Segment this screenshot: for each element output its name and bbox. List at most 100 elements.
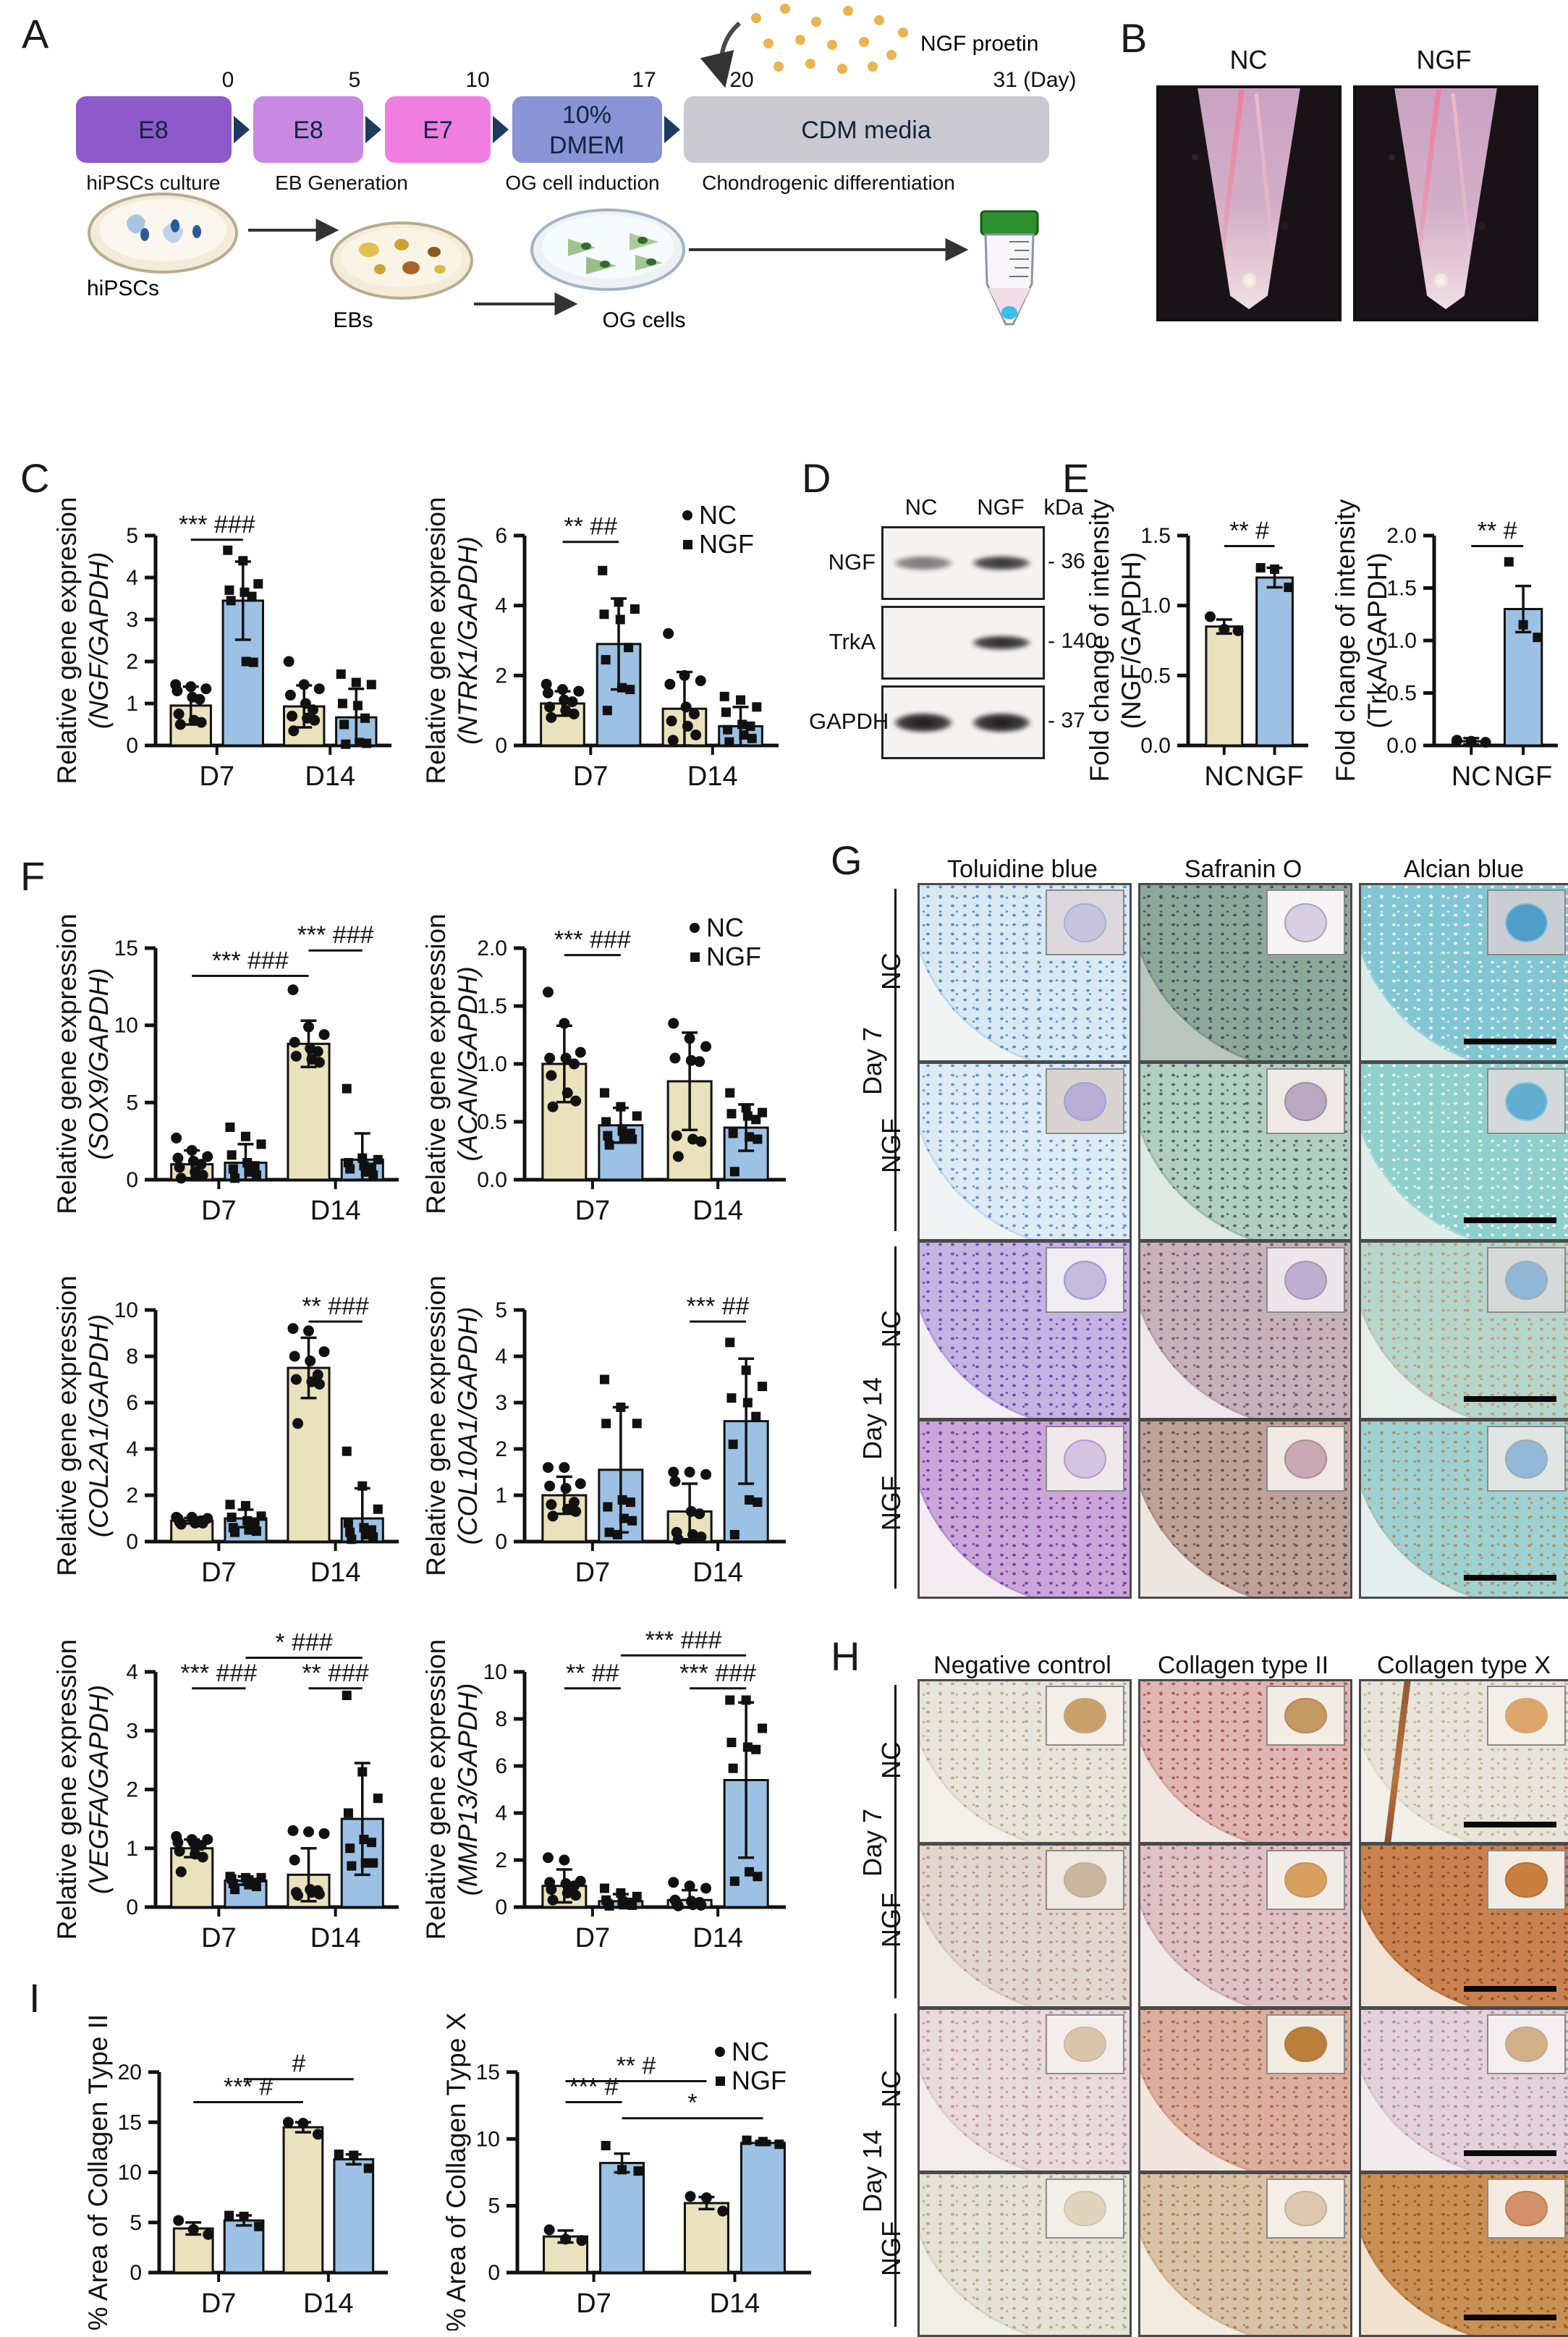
stain-image-r2-c0 [918, 2008, 1132, 2173]
stage-arrow-icon [664, 116, 680, 143]
x-category-label: D14 [710, 2289, 760, 2319]
data-point-nc [669, 1052, 681, 1064]
significance-label: # [292, 2050, 305, 2078]
data-point-ngf [247, 591, 257, 601]
data-point-ngf [357, 1481, 368, 1491]
bar-chart-svg: 0 5 10 15 20 D7 D14 *** # # % Area of Collagen Ty… [83, 2014, 388, 2330]
stage-text-e7: E7 [423, 117, 453, 144]
data-point-ngf [725, 1088, 735, 1098]
data-point-nc [695, 675, 706, 687]
scale-bar [1464, 1986, 1556, 1992]
data-point-ngf [747, 733, 757, 743]
data-point-nc [292, 1418, 304, 1429]
y-tick-label: 10 [118, 2161, 142, 2185]
nc-pellet [1242, 273, 1258, 290]
data-point-nc [568, 1497, 580, 1508]
data-point-ngf [239, 2211, 249, 2221]
data-point-nc [173, 709, 185, 719]
data-point-ngf [256, 1139, 266, 1149]
data-point-ngf [599, 1088, 609, 1098]
data-point-nc [685, 1505, 697, 1517]
y-axis-title-line1: Relative gene expression [421, 1275, 451, 1576]
data-point-nc [684, 1033, 695, 1044]
pellet-thumbnail [1505, 903, 1548, 942]
data-point-ngf [728, 1763, 738, 1773]
significance-label: ** ### [302, 1293, 369, 1320]
day-group-line [894, 889, 897, 1231]
pellet-thumbnail [1064, 1861, 1106, 1898]
data-point-nc [559, 1854, 570, 1866]
data-point-nc [570, 1890, 582, 1901]
data-point-nc [695, 1136, 707, 1147]
ngf-tube-image [1394, 88, 1498, 310]
y-tick-label: 6 [495, 524, 507, 548]
data-point-ngf [228, 1164, 238, 1174]
nc-tube-image [1197, 88, 1301, 310]
data-point-nc [567, 696, 578, 708]
stain-image-r1-c0 [918, 1843, 1132, 2008]
data-point-nc [695, 1531, 707, 1543]
data-point-nc [561, 1503, 573, 1515]
data-point-ngf [343, 1808, 353, 1818]
data-point-ngf [741, 1103, 751, 1113]
significance-label: ** ### [302, 1660, 369, 1687]
bar-chart-svg: 0 5 10 15 D7 D14 *** ### *** ### Relative gene e… [52, 913, 399, 1226]
chart-area-col10: 0 5 10 15 D7 D14 *** # ** # * NC NGF % Area of Coll… [409, 2003, 821, 2332]
data-point-nc [290, 1374, 302, 1385]
y-tick-label: 0 [126, 734, 138, 758]
chart-acan: 0.0 0.5 1.0 1.5 2.0 D7 D14 *** ### NC NGF Relative… [416, 879, 796, 1238]
data-point-ngf [632, 1419, 642, 1429]
data-point-nc [700, 1041, 712, 1052]
data-point-nc [672, 1534, 684, 1545]
data-point-ngf [737, 719, 747, 730]
pellet-thumbnail [1064, 2190, 1106, 2227]
stage-box-e8-2 [253, 96, 363, 163]
timeline-day-5: 5 [349, 68, 361, 92]
data-point-ngf [726, 1109, 737, 1119]
data-point-nc [1219, 624, 1230, 635]
whole-pellet-inset [1266, 1849, 1345, 1911]
pellet-thumbnail [1284, 2190, 1327, 2227]
pellet-thumbnail [1505, 1861, 1548, 1898]
chart-area-col2: 0 5 10 15 20 D7 D14 *** # # % Area of Collagen Ty… [51, 2003, 398, 2330]
significance-label: *** ### [679, 1660, 756, 1687]
data-point-nc [175, 1518, 187, 1530]
column-header-1: Toluidine blue [947, 855, 1098, 883]
data-point-ngf [244, 1167, 254, 1177]
stage-name-og: OG cell induction [505, 172, 659, 194]
data-point-nc [695, 1899, 707, 1911]
legend-nc-label: NC [732, 2037, 769, 2066]
data-point-ngf [598, 565, 608, 575]
pellet-thumbnail [1505, 1697, 1548, 1734]
whole-pellet-inset [1266, 2013, 1345, 2075]
y-tick-label: 2 [495, 1848, 507, 1872]
data-point-nc [312, 1046, 323, 1057]
timeline-day-17: 17 [632, 68, 656, 92]
data-point-ngf [242, 1158, 253, 1168]
data-point-nc [568, 1058, 580, 1070]
data-point-nc [174, 719, 186, 730]
data-point-nc [680, 701, 692, 713]
data-point-nc [556, 684, 568, 696]
y-axis-title-line1: Relative gene expresion [421, 497, 451, 785]
y-tick-label: 8 [126, 1345, 138, 1369]
whole-pellet-inset [1046, 889, 1124, 956]
data-point-nc [690, 730, 702, 740]
stage-names: hiPSCs culture EB Generation OG cell ind… [86, 172, 954, 194]
significance-label: ** ## [566, 1660, 619, 1687]
stage-box-cdm [684, 96, 1049, 163]
data-point-ngf [729, 1876, 739, 1886]
significance-label: ** # [1229, 517, 1269, 545]
data-point-ngf [373, 1154, 383, 1165]
data-point-nc [668, 1018, 679, 1029]
pellet-thumbnail [1284, 1439, 1327, 1479]
data-point-ngf [226, 1150, 237, 1160]
bar-ngf [739, 2142, 786, 2274]
y-tick-label: 1.5 [1386, 577, 1417, 601]
chart-vegfa: 0 1 2 3 4 D7 D14 *** ### ** ### * ### Relative gen… [47, 1603, 409, 1965]
data-point-ngf [751, 1115, 761, 1125]
y-tick-label: 3 [126, 1719, 138, 1743]
data-point-ngf [240, 1131, 250, 1141]
significance-label: *** # [224, 2074, 273, 2101]
